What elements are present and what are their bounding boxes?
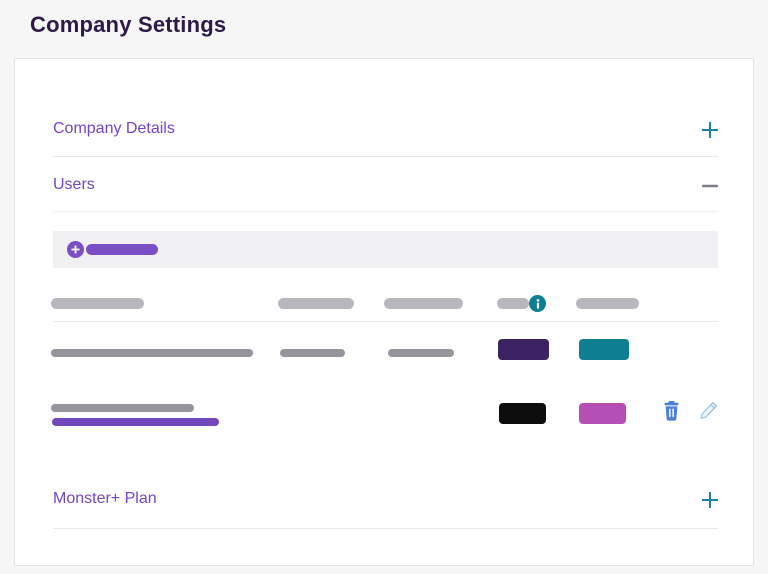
column-header-skeleton: [384, 298, 463, 309]
expand-company-details-button[interactable]: [700, 120, 720, 140]
status-badge: [499, 403, 546, 424]
accordion-section-users[interactable]: Users: [53, 176, 95, 193]
add-user-banner[interactable]: [53, 231, 718, 268]
add-user-label-skeleton: [86, 244, 158, 255]
expand-monster-plan-button[interactable]: [700, 490, 720, 510]
settings-card: Company Details Users: [14, 58, 754, 566]
plus-circle-icon: [67, 241, 84, 258]
column-header-skeleton: [576, 298, 639, 309]
column-header-skeleton: [51, 298, 144, 309]
minus-icon: [702, 184, 718, 188]
info-icon[interactable]: [529, 295, 546, 312]
plus-icon: [701, 491, 719, 509]
cell-skeleton: [51, 404, 194, 412]
accordion-section-monster-plan[interactable]: Monster+ Plan: [53, 490, 157, 507]
divider: [53, 156, 718, 157]
page-title: Company Settings: [30, 12, 227, 37]
cell-skeleton-link: [52, 418, 219, 426]
accordion-section-company-details[interactable]: Company Details: [53, 120, 175, 137]
trash-icon: [664, 401, 679, 421]
cell-skeleton: [388, 349, 454, 357]
divider: [53, 528, 718, 529]
status-badge: [579, 403, 626, 424]
divider: [53, 211, 718, 212]
plus-icon: [701, 121, 719, 139]
divider: [53, 321, 718, 322]
column-header-skeleton: [497, 298, 529, 309]
cell-skeleton: [280, 349, 345, 357]
status-badge: [498, 339, 549, 360]
delete-user-button[interactable]: [662, 400, 680, 422]
collapse-users-button[interactable]: [700, 176, 720, 196]
status-badge: [579, 339, 629, 360]
column-header-skeleton: [278, 298, 354, 309]
pencil-icon: [700, 401, 718, 419]
edit-user-button[interactable]: [699, 400, 719, 420]
cell-skeleton: [51, 349, 253, 357]
